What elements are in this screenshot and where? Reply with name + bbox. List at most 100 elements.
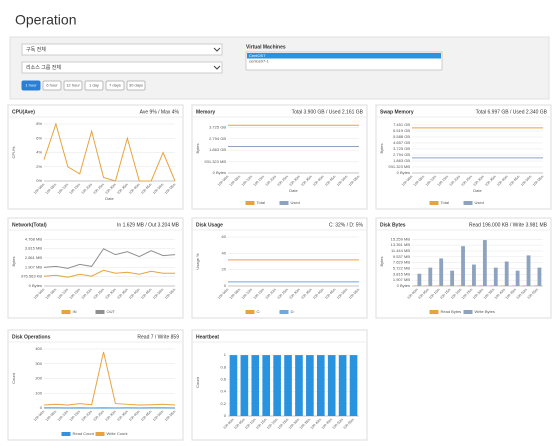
x-axis-label: Date xyxy=(473,188,482,193)
y-axis-label: Bytes xyxy=(379,143,384,153)
panel xyxy=(7,104,184,210)
y-tick-label: 15.259 MB xyxy=(391,236,411,241)
bar xyxy=(295,355,303,416)
legend-label: Write Bytes xyxy=(475,309,495,314)
y-axis-label: Bytes xyxy=(11,256,16,266)
subscription-select[interactable] xyxy=(21,43,223,56)
legend-label: OUT xyxy=(107,309,116,314)
y-tick-label: 3.815 MB xyxy=(393,271,410,276)
legend-swatch xyxy=(463,201,473,205)
series-line xyxy=(43,351,176,406)
vm-item[interactable]: CentOS7 xyxy=(249,53,266,58)
vm-item[interactable]: centos07-1 xyxy=(249,59,270,64)
panel-stats: Ave 9% / Max 4% xyxy=(140,109,180,115)
legend-swatch xyxy=(245,201,255,205)
y-tick-label: 0.6 xyxy=(220,377,226,382)
bar xyxy=(526,255,531,286)
legend-label: Used xyxy=(475,200,484,205)
y-tick-label: 0 Bytes xyxy=(29,283,42,288)
y-tick-label: 5.722 MB xyxy=(393,266,410,271)
resource-group-text: 리소스 그룹 전체 xyxy=(26,64,61,71)
vm-selected xyxy=(247,53,441,59)
bar xyxy=(284,355,292,416)
panel-title: Swap Memory xyxy=(380,109,414,115)
y-tick-label: 7.629 MB xyxy=(393,260,410,265)
legend-label: Read Bytes xyxy=(441,309,462,314)
y-tick-label: 0 Bytes xyxy=(213,170,226,175)
resource-group-select[interactable] xyxy=(21,61,223,74)
y-axis-label: CPU% xyxy=(11,146,16,158)
y-tick-label: 1.863 GB xyxy=(393,158,410,163)
time-button-label: 1 day xyxy=(89,83,99,88)
y-tick-label: 13.351 MB xyxy=(391,242,411,247)
bar xyxy=(316,355,325,416)
y-axis-label: Bytes xyxy=(195,143,200,153)
bar xyxy=(504,261,509,286)
bar xyxy=(446,285,451,286)
bar xyxy=(479,285,483,286)
y-tick-label: 2.794 GB xyxy=(209,136,226,141)
bar xyxy=(490,285,494,286)
panel xyxy=(375,104,552,210)
bar xyxy=(349,355,358,416)
bar xyxy=(338,355,347,416)
y-tick-label: 1 xyxy=(224,352,227,357)
y-tick-label: 0 xyxy=(224,413,227,418)
y-tick-label: 0 xyxy=(40,405,43,410)
panel xyxy=(7,329,184,441)
y-axis-label: Usage % xyxy=(195,253,200,270)
bar xyxy=(327,355,336,416)
panel xyxy=(191,217,368,319)
bar xyxy=(493,267,498,286)
legend-swatch xyxy=(61,432,71,436)
y-tick-label: 20 xyxy=(222,267,227,272)
time-button[interactable] xyxy=(84,80,104,91)
y-tick-label: 931.323 MB xyxy=(388,164,410,169)
y-tick-label: 200 xyxy=(35,376,42,381)
y-tick-label: 0.2 xyxy=(220,401,226,406)
y-axis-label: Count xyxy=(195,376,200,388)
bar xyxy=(306,355,314,416)
y-tick-label: 11.444 MB xyxy=(391,248,410,253)
bar xyxy=(500,285,505,286)
bar xyxy=(457,285,462,286)
y-tick-label: 3.815 MB xyxy=(25,246,42,251)
legend-swatch xyxy=(279,201,289,205)
panels: CPU(Ave) Ave 9% / Max 4%0%2%4%6%8%CPU%10h… xyxy=(7,104,552,441)
y-tick-label: 400 xyxy=(35,346,42,351)
bar xyxy=(468,285,473,286)
y-tick-label: 4.657 GB xyxy=(393,140,410,145)
legend-swatch xyxy=(463,310,473,314)
series-line xyxy=(43,248,176,269)
y-tick-label: 0.8 xyxy=(220,364,226,369)
bar xyxy=(262,355,271,416)
bar xyxy=(435,285,440,286)
time-button-label: 6 hour xyxy=(46,83,58,88)
bar xyxy=(413,285,418,286)
y-tick-label: 2.794 GB xyxy=(393,152,410,157)
y-tick-label: 8% xyxy=(36,121,42,126)
y-tick-label: 0 Bytes xyxy=(397,170,410,175)
legend-label: Write Count xyxy=(107,431,129,436)
time-button[interactable] xyxy=(21,80,41,91)
y-tick-label: 60 xyxy=(222,234,227,239)
bar xyxy=(428,267,433,286)
time-button[interactable] xyxy=(126,80,146,91)
bar xyxy=(533,285,538,286)
y-tick-label: 1.863 GB xyxy=(209,147,226,152)
y-tick-label: 6% xyxy=(36,135,42,140)
panel-title: Disk Bytes xyxy=(380,222,406,228)
time-button[interactable] xyxy=(105,80,125,91)
panel xyxy=(191,104,368,210)
y-tick-label: 0.4 xyxy=(220,389,226,394)
panel-title: Memory xyxy=(196,109,215,115)
y-tick-label: 5.588 GB xyxy=(393,134,410,139)
legend-label: Used xyxy=(291,200,300,205)
time-button[interactable] xyxy=(42,80,62,91)
vm-label: Virtual Machines xyxy=(246,44,286,50)
x-axis-label: Date xyxy=(289,188,298,193)
time-button-label: 7 days xyxy=(109,83,121,88)
subscription-text: 구독 전체 xyxy=(26,46,46,53)
time-button[interactable] xyxy=(63,80,83,91)
